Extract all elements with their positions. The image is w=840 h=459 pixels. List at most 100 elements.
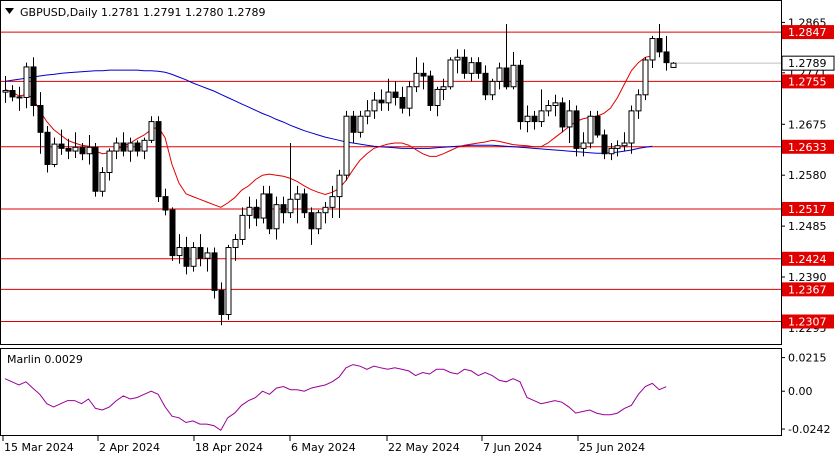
candle-body-bear bbox=[266, 193, 273, 230]
time-tick-label: 2 Apr 2024 bbox=[99, 441, 160, 454]
candle bbox=[308, 207, 315, 245]
level-label: 1.2755 bbox=[788, 75, 827, 88]
candle-body-bull bbox=[141, 139, 148, 152]
candle bbox=[440, 78, 447, 101]
candle bbox=[329, 185, 336, 219]
candle-body-bear bbox=[44, 131, 51, 165]
candle-body-bull bbox=[496, 67, 503, 82]
candle-body-bull bbox=[2, 90, 9, 93]
candle-body-bull bbox=[336, 174, 343, 198]
candle bbox=[580, 132, 587, 157]
level-label-box bbox=[782, 282, 834, 297]
candle bbox=[385, 78, 392, 111]
candle bbox=[357, 110, 364, 138]
osc-tick-label: 0.00 bbox=[788, 385, 813, 398]
indicator-title: Marlin 0.0029 bbox=[7, 353, 83, 366]
candle bbox=[621, 132, 628, 152]
candle-body-bull bbox=[580, 142, 587, 149]
fast-moving-average bbox=[4, 55, 653, 208]
candle bbox=[434, 86, 441, 117]
candle bbox=[594, 110, 601, 138]
candle bbox=[58, 129, 65, 155]
candle-body-bull bbox=[434, 88, 441, 107]
candle-body-bear bbox=[656, 38, 663, 53]
candle bbox=[106, 148, 113, 181]
candle-body-bear bbox=[134, 142, 141, 152]
candle-body-bear bbox=[79, 146, 86, 155]
candle-body-bull bbox=[670, 62, 677, 68]
candle-body-bull bbox=[385, 91, 392, 104]
candle-body-bear bbox=[218, 289, 225, 316]
candle bbox=[315, 210, 322, 235]
level-lines bbox=[1, 31, 781, 322]
level-label: 1.2367 bbox=[788, 283, 827, 296]
candle-body-bear bbox=[594, 115, 601, 136]
candle bbox=[86, 134, 93, 165]
candle bbox=[301, 188, 308, 219]
candle bbox=[371, 92, 378, 119]
level-label: 1.2307 bbox=[788, 315, 827, 328]
level-label-box bbox=[782, 25, 834, 40]
candle bbox=[628, 105, 635, 154]
candle bbox=[559, 97, 566, 133]
candle-body-bull bbox=[642, 59, 649, 96]
candle bbox=[232, 234, 239, 261]
candle bbox=[225, 244, 232, 320]
level-label: 1.2633 bbox=[788, 141, 827, 154]
candle bbox=[287, 143, 294, 219]
candle-body-bull bbox=[649, 38, 656, 61]
candle bbox=[294, 185, 301, 224]
candle bbox=[503, 24, 510, 90]
osc-tick-label: -0.0242 bbox=[788, 423, 830, 436]
marlin-line bbox=[4, 364, 667, 432]
current-price-label: 1.2789 bbox=[788, 57, 827, 70]
candle bbox=[134, 140, 141, 157]
candle-body-bull bbox=[190, 247, 197, 267]
candle-body-bull bbox=[294, 193, 301, 200]
candle-body-bull bbox=[260, 193, 267, 219]
candle bbox=[51, 137, 58, 168]
candle-body-bull bbox=[440, 86, 447, 90]
candle-body-bull bbox=[587, 115, 594, 144]
candle bbox=[162, 188, 169, 216]
candle bbox=[482, 65, 489, 101]
time-axis: 15 Mar 2024 2 Apr 2024 18 Apr 2024 6 May 20… bbox=[2, 436, 645, 454]
candle bbox=[99, 167, 106, 197]
candle-body-bull bbox=[273, 204, 280, 230]
candle-body-bear bbox=[162, 196, 169, 211]
candle bbox=[30, 57, 37, 117]
candle-body-bull bbox=[239, 214, 246, 240]
candle-body-bear bbox=[16, 96, 23, 99]
candle bbox=[475, 57, 482, 79]
candle-body-bear bbox=[9, 90, 16, 98]
candle-body-bear bbox=[65, 147, 72, 152]
candle bbox=[176, 234, 183, 264]
candle bbox=[141, 137, 148, 160]
candle-body-bear bbox=[378, 99, 385, 104]
candle-body-bull bbox=[99, 172, 106, 192]
candle-body-bear bbox=[427, 75, 434, 107]
ohlc-readout: 1.2781 1.2791 1.2780 1.2789 bbox=[101, 6, 265, 19]
time-tick-label: 7 Jun 2024 bbox=[483, 441, 542, 454]
dropdown-triangle-icon[interactable] bbox=[5, 8, 14, 14]
candle bbox=[649, 35, 656, 68]
candle bbox=[656, 24, 663, 58]
candle-body-bull bbox=[552, 102, 559, 107]
candle bbox=[454, 49, 461, 74]
candle-body-bear bbox=[92, 146, 99, 192]
candle bbox=[573, 105, 580, 157]
time-tick-label: 15 Mar 2024 bbox=[4, 441, 74, 454]
candle-body-bear bbox=[253, 206, 260, 219]
candle bbox=[601, 129, 608, 160]
candle-body-bull bbox=[148, 121, 155, 141]
candle bbox=[517, 59, 524, 130]
candle bbox=[524, 105, 531, 133]
candle bbox=[253, 199, 260, 227]
candle bbox=[378, 89, 385, 111]
candle bbox=[635, 89, 642, 119]
candle-body-bull bbox=[489, 80, 496, 96]
candle-body-bull bbox=[510, 64, 517, 88]
candle-body-bear bbox=[517, 64, 524, 123]
candle-body-bear bbox=[183, 247, 190, 267]
